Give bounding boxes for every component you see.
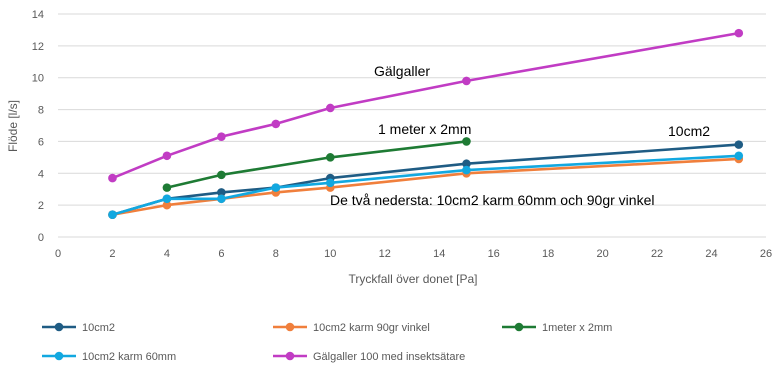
y-tick-label: 4 [38,168,44,180]
data-point [326,153,335,162]
x-tick-label: 8 [273,248,279,260]
data-point [462,165,471,175]
data-point [217,194,226,204]
x-tick-label: 20 [596,248,608,260]
data-point [271,119,281,129]
legend-marker [54,322,64,332]
data-point [217,132,226,141]
series-line [166,140,467,189]
legend-label: 10cm2 karm 90gr vinkel [313,322,430,334]
data-point [462,159,471,169]
x-axis-ticks: 0 2 4 6 8 10 12 14 16 18 20 22 24 26 [55,248,772,260]
data-point [217,170,226,180]
data-point [108,173,117,183]
data-point [462,76,471,86]
x-tick-label: 26 [760,248,772,260]
legend-marker [285,322,295,332]
x-tick-label: 2 [109,248,115,260]
legend-item: 1meter x 2mm [502,322,612,334]
series-4 [108,28,744,183]
x-tick-label: 16 [488,248,500,260]
annotation-galgaller: Gälgaller [374,63,430,79]
data-point [326,178,335,188]
series-lines [108,28,744,219]
x-tick-label: 4 [164,248,170,260]
x-tick-label: 24 [705,248,717,260]
data-point [326,103,335,113]
y-tick-label: 0 [38,232,44,244]
legend-label: 10cm2 [82,322,115,334]
x-tick-label: 10 [324,248,336,260]
data-point [217,188,226,197]
y-axis-ticks: 0 2 4 6 8 10 12 14 [32,9,44,244]
data-point [734,28,744,38]
annotation-10cm2: 10cm2 [668,123,710,139]
y-tick-label: 8 [38,105,44,117]
data-point [734,140,744,149]
y-axis-title: Flöde [l/s] [6,100,20,152]
x-tick-label: 6 [218,248,224,260]
data-point [162,194,172,204]
x-tick-label: 22 [651,248,663,260]
x-tick-label: 14 [433,248,445,260]
data-point [108,210,117,219]
legend-item: 10cm2 [42,322,115,334]
y-tick-label: 12 [32,41,44,53]
legend-item: Gälgaller 100 med insektsätare [273,351,465,363]
legend-label: Gälgaller 100 med insektsätare [313,351,465,363]
y-tick-label: 6 [38,136,44,148]
x-tick-label: 18 [542,248,554,260]
annotation-1meter: 1 meter x 2mm [378,121,471,137]
legend-item: 10cm2 karm 90gr vinkel [273,322,430,334]
x-tick-label: 12 [379,248,391,260]
data-point [162,151,172,161]
series-3 [108,151,744,219]
x-tick-label: 0 [55,248,61,260]
series-2 [162,137,471,192]
y-tick-label: 10 [32,73,44,85]
data-point [162,183,172,192]
y-tick-label: 14 [32,9,44,21]
data-point [162,200,172,210]
legend-marker [514,322,524,332]
legend-label: 1meter x 2mm [542,322,612,334]
x-axis-title: Tryckfall över donet [Pa] [349,272,478,286]
legend-marker [54,351,64,361]
legend: 10cm2 10cm2 karm 90gr vinkel 1meter x 2mm 1… [42,322,612,363]
legend-label: 10cm2 karm 60mm [82,351,176,363]
series-line [112,31,740,180]
data-point [462,137,471,146]
series-1 [108,154,744,219]
annotation-bottom-two: De två nedersta: 10cm2 karm 60mm och 90g… [330,192,654,208]
legend-marker [285,351,295,361]
data-point [734,151,744,161]
legend-item: 10cm2 karm 60mm [42,351,176,363]
data-point [271,183,281,192]
y-tick-label: 2 [38,200,44,212]
